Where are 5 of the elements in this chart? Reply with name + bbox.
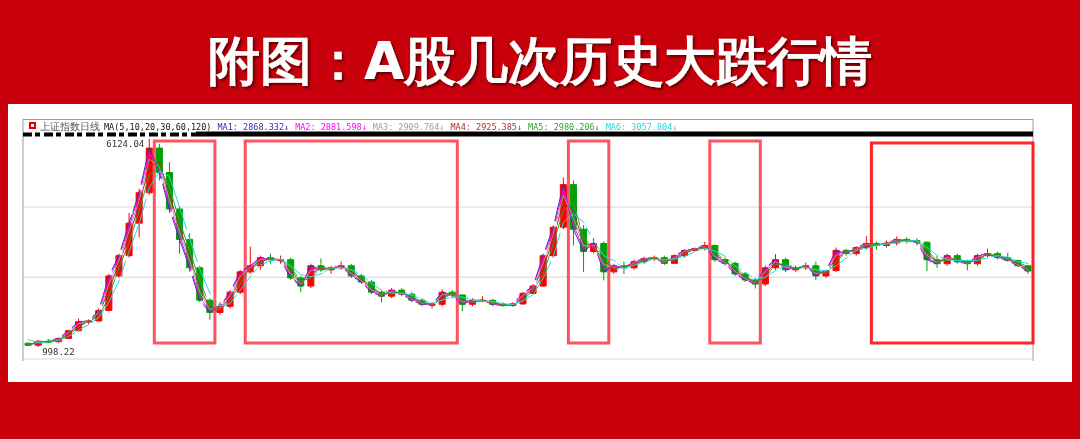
title: 附图：A股几次历史大跌行情	[207, 31, 873, 91]
annotation: 998.22	[42, 347, 75, 357]
subtitle: 上证指数日线	[40, 121, 100, 132]
legend-title: MA(5,10,20,30,60,120)	[104, 122, 212, 132]
annotation: 6124.04	[106, 139, 145, 149]
